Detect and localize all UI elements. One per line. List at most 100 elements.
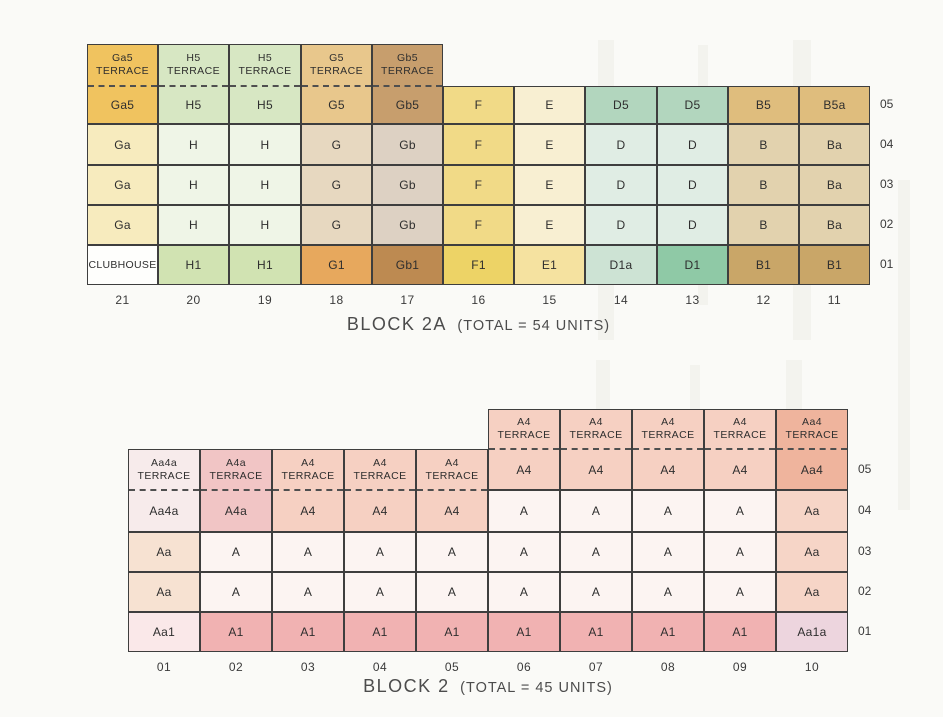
unit-cell: Ba xyxy=(799,165,870,205)
terrace-word: TERRACE xyxy=(238,65,292,77)
unit-cell-label: E xyxy=(545,98,554,112)
unit-cell-label: A xyxy=(375,545,385,559)
column-number: 09 xyxy=(732,660,748,674)
unit-cell: A xyxy=(704,490,776,532)
terrace-label: A4 TERRACE xyxy=(489,410,559,448)
unit-cell-label: A xyxy=(231,545,241,559)
unit-cell-label: A1 xyxy=(372,625,388,639)
column-number: 12 xyxy=(756,293,771,307)
unit-cell: A xyxy=(560,490,632,532)
unit-cell-label: Gb xyxy=(399,137,416,152)
unit-cell: H xyxy=(229,205,301,245)
unit-cell: H xyxy=(158,165,229,205)
terrace-word: TERRACE xyxy=(641,429,695,441)
unit-cell: Aa1a xyxy=(776,612,848,652)
unit-cell-label: F xyxy=(474,218,483,232)
unit-cell-label: A xyxy=(735,504,745,518)
unit-cell: A xyxy=(632,490,704,532)
floor-label: 02 xyxy=(858,584,872,598)
terrace-label: Ga5 TERRACE xyxy=(88,45,157,85)
unit-cell: F xyxy=(443,205,514,245)
unit-cell: D xyxy=(657,124,728,165)
unit-cell-label: Aa1 xyxy=(152,625,176,639)
unit-cell: A xyxy=(488,490,560,532)
unit-cell-label: A xyxy=(519,585,529,599)
unit-cell-label: Ba xyxy=(826,218,843,232)
unit-cell: A xyxy=(416,572,488,612)
terrace-label: A4 TERRACE xyxy=(705,410,775,448)
unit-cell-label: B1 xyxy=(755,258,772,272)
terrace-label: A4a TERRACE xyxy=(201,450,271,489)
unit-cell: Gb xyxy=(372,165,443,205)
unit-cell-label: A xyxy=(375,585,385,599)
unit-cell-label: Aa4 xyxy=(777,448,847,489)
block-title-units: (TOTAL = 45 UNITS) xyxy=(460,680,613,696)
terrace-unit-name: A4 xyxy=(517,416,531,428)
unit-cell-label: D xyxy=(688,137,697,152)
terrace-unit-name: Ga5 xyxy=(111,52,134,64)
floor-label: 02 xyxy=(880,217,894,231)
unit-cell-label: A1 xyxy=(588,625,604,639)
unit-cell-label: Aa xyxy=(804,545,820,559)
unit-cell-label: CLUBHOUSE xyxy=(88,259,157,271)
unit-cell-label: D5 xyxy=(684,98,701,112)
terrace-unit-cell: A4 TERRACE A4 xyxy=(632,409,704,490)
block-2a-title: BLOCK 2A (TOTAL = 54 UNITS) xyxy=(87,314,870,335)
unit-cell-label: D xyxy=(616,178,626,192)
column-number: 03 xyxy=(300,660,316,674)
unit-cell-label: Aa xyxy=(156,585,172,599)
terrace-unit-name: A4 xyxy=(445,456,459,469)
unit-cell: A xyxy=(200,532,272,572)
floor-label: 04 xyxy=(880,136,894,151)
unit-cell-label: A4 xyxy=(561,448,631,489)
unit-cell-label: E1 xyxy=(541,258,558,272)
unit-cell: A xyxy=(560,572,632,612)
unit-cell-label: Ga xyxy=(114,137,131,152)
block-title-units: (TOTAL = 54 UNITS) xyxy=(457,318,611,334)
unit-cell: G xyxy=(301,124,372,165)
unit-cell: B xyxy=(728,165,799,205)
unit-cell: E1 xyxy=(514,245,585,285)
unit-cell: H1 xyxy=(229,245,301,285)
block-2a-table: Ga5 TERRACE Ga5 Ga Ga Ga CLUBHOUSE 21 H5 TERRACE H… xyxy=(87,44,940,325)
unit-cell-label: H xyxy=(189,137,198,152)
unit-cell-label: A4a xyxy=(201,489,271,531)
unit-cell: A xyxy=(488,532,560,572)
unit-cell: B5a xyxy=(799,86,870,124)
unit-cell-label: F xyxy=(474,178,483,192)
unit-cell-label: B5a xyxy=(823,98,846,112)
terrace-unit-cell: Aa4a TERRACE Aa4a xyxy=(128,449,200,532)
unit-cell-label: Ga5 xyxy=(88,85,157,123)
unit-cell-label: A xyxy=(735,545,745,559)
column-number: 10 xyxy=(804,660,820,674)
floor-label: 01 xyxy=(858,624,872,638)
floor-label: 03 xyxy=(858,544,872,558)
unit-cell: F xyxy=(443,86,514,124)
unit-cell-label: A1 xyxy=(300,625,316,639)
terrace-label: H5 TERRACE xyxy=(159,45,228,85)
terrace-unit-name: Aa4 xyxy=(802,416,822,428)
unit-cell-label: Ba xyxy=(826,178,843,192)
terrace-unit-cell: A4 TERRACE A4 xyxy=(704,409,776,490)
unit-cell-label: G1 xyxy=(328,258,345,272)
unit-cell: G1 xyxy=(301,245,372,285)
terrace-label: A4 TERRACE xyxy=(633,410,703,448)
unit-cell-label: Aa4a xyxy=(129,489,199,531)
unit-cell: A1 xyxy=(344,612,416,652)
unit-cell: A xyxy=(704,532,776,572)
unit-cell: B xyxy=(728,124,799,165)
unit-cell-label: A4 xyxy=(273,489,343,531)
unit-cell-label: A xyxy=(303,585,313,599)
unit-cell-label: H xyxy=(189,218,198,232)
unit-cell-label: B1 xyxy=(826,258,843,272)
unit-cell: A1 xyxy=(632,612,704,652)
unit-cell-label: H5 xyxy=(159,85,228,123)
unit-cell-label: H1 xyxy=(185,258,202,272)
block-2-title: BLOCK 2 (TOTAL = 45 UNITS) xyxy=(128,676,848,697)
unit-cell-label: D xyxy=(688,218,697,232)
unit-cell-label: G xyxy=(331,137,342,152)
terrace-unit-name: A4 xyxy=(301,456,315,469)
unit-cell-label: D5 xyxy=(613,98,629,112)
unit-cell-label: E xyxy=(545,137,554,152)
unit-cell: H xyxy=(229,124,301,165)
